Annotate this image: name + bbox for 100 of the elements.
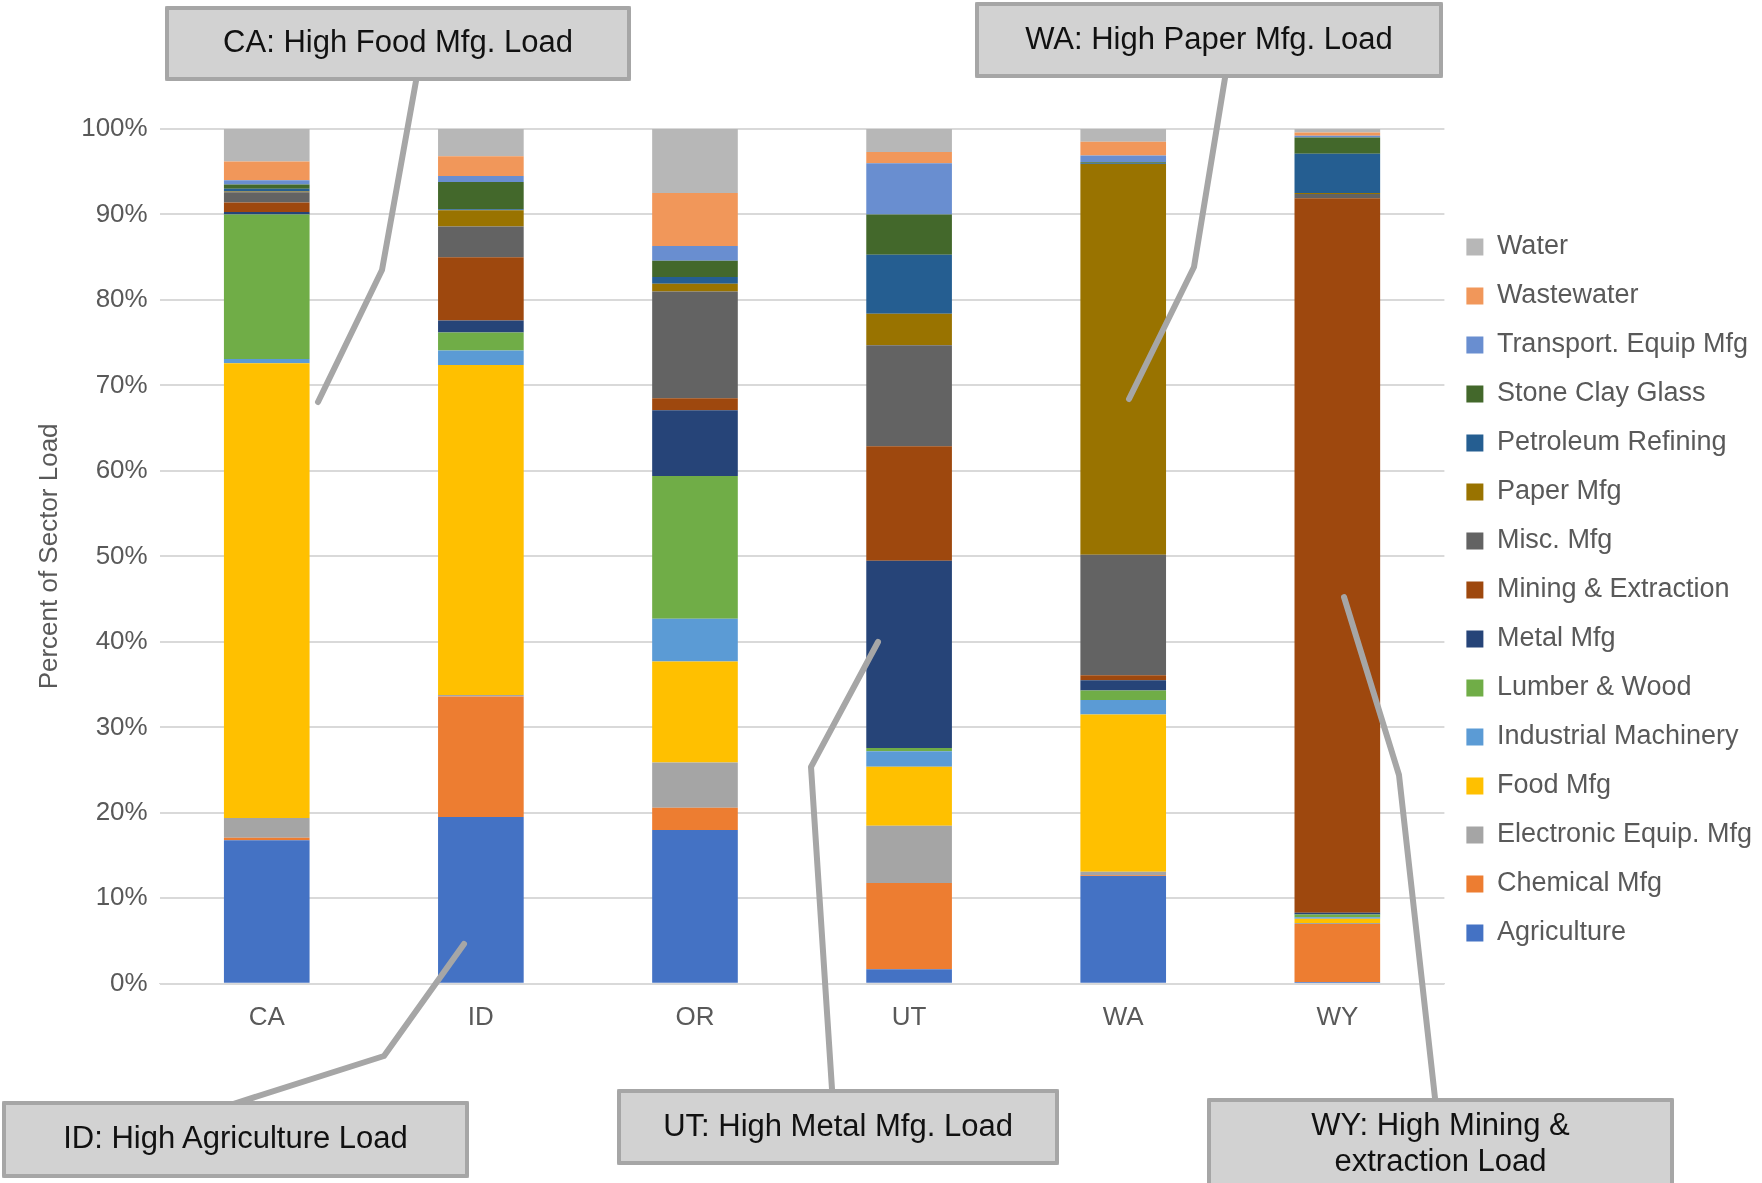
bar [1294,137,1381,154]
bar [1080,141,1167,156]
bar [866,214,952,255]
text: CA: High Food Mfg. Load [223,24,573,60]
bar [652,129,738,194]
x-tick-label: UT [891,1000,927,1031]
bar [1294,923,1381,983]
legend-label: Chemical Mfg [1496,867,1662,898]
y-tick-label: 10% [95,881,148,912]
y-tick-label: 40% [95,625,148,656]
y-tick-label: 80% [95,283,148,314]
y-tick-label: 70% [95,368,148,399]
bar [1080,129,1167,142]
bar [1080,680,1167,691]
legend-label: Industrial Machinery [1496,720,1739,751]
y-tick-label: 20% [95,796,148,827]
legend-label: Transport. Equip Mfg [1496,328,1748,359]
bar [652,661,738,763]
y-tick-label: 30% [95,710,148,741]
bar [223,202,310,212]
bar [652,807,738,830]
bar [652,410,738,477]
bar [866,254,952,314]
text: UT: High Metal Mfg. Load [663,1107,1013,1143]
legend-label: Agriculture [1496,916,1626,947]
bar [652,260,738,277]
bar [1080,155,1167,163]
bar [223,192,310,203]
bar [1294,918,1381,924]
bar [652,291,738,399]
x-tick-label: WA [1102,1000,1145,1031]
y-tick-label: 60% [95,454,148,485]
bar [223,214,310,359]
bar [438,176,524,182]
bar [223,184,310,189]
legend-label: Mining & Extraction [1496,573,1730,604]
x-tick-label: OR [675,1000,715,1031]
bar [1294,198,1381,913]
legend-label: Water [1496,230,1568,261]
legend-label: Food Mfg [1496,769,1611,800]
bar [1080,714,1167,872]
bar [438,332,524,351]
bar [866,751,952,767]
bar [652,276,738,284]
bar [1294,153,1381,194]
legend-label: Paper Mfg [1496,475,1622,506]
bar [223,363,310,818]
legend-label: Misc. Mfg [1496,524,1613,555]
bar [866,446,952,561]
bar [652,193,738,247]
legend-label: Wastewater [1496,279,1639,310]
bar [223,817,310,838]
bar [1080,876,1167,983]
y-tick-label: 50% [95,539,148,570]
bar [438,226,524,258]
bar [438,129,524,157]
y-tick-label: 0% [110,966,148,997]
bar [438,182,524,210]
bar [223,161,310,181]
bar [652,829,738,983]
legend-label: Lumber & Wood [1496,671,1692,702]
bar [652,283,738,292]
bar [438,817,524,983]
bar [866,825,952,883]
x-tick-label: CA [248,1000,286,1031]
bar [438,364,524,695]
legend-label: Metal Mfg [1496,622,1616,653]
bar [652,246,738,261]
bar [866,313,952,346]
bar [438,350,524,365]
bar [866,969,952,983]
legend-label: Electronic Equip. Mfg [1496,818,1753,849]
bar [652,398,738,411]
bar [866,163,952,215]
text: WY: High Mining & extraction Load [1311,1106,1571,1178]
y-axis-title: Percent of Sector Load [32,423,63,690]
legend-label: Petroleum Refining [1496,426,1727,457]
bar [438,696,524,818]
y-tick-label: 90% [95,197,148,228]
bar [866,882,952,970]
bar [866,129,952,153]
bar [438,320,524,333]
bar [438,156,524,177]
bar [652,762,738,808]
bar [866,766,952,826]
bar [1080,690,1167,701]
bar [1080,675,1167,681]
text: ID: High Agriculture Load [63,1120,408,1156]
bar [223,180,310,185]
bar [438,257,524,321]
bar [866,152,952,164]
bar [1080,554,1167,676]
bar [1080,700,1167,715]
bar [223,358,310,364]
text: WA: High Paper Mfg. Load [1025,20,1393,56]
legend-label: Stone Clay Glass [1496,377,1706,408]
x-tick-label: WY [1316,1000,1359,1031]
bar [652,476,738,619]
bar [438,210,524,227]
y-tick-label: 100% [81,112,148,143]
